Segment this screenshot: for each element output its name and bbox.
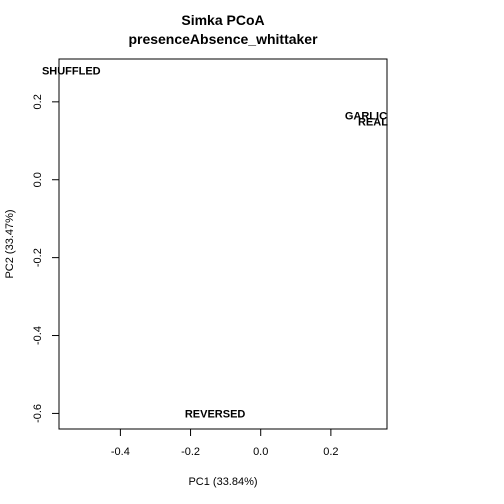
x-tick-label: 0.0 — [253, 446, 268, 458]
y-tick-label: -0.2 — [32, 248, 44, 267]
y-tick-label: -0.4 — [32, 326, 44, 345]
x-tick-label: 0.2 — [323, 446, 338, 458]
y-axis-label: PC2 (33.47%) — [4, 209, 16, 278]
x-tick-label: -0.2 — [181, 446, 200, 458]
point-label-garlic: GARLIC — [345, 110, 387, 122]
x-axis: -0.4 -0.2 0.0 0.2 — [111, 428, 339, 458]
y-axis: -0.6 -0.4 -0.2 0.0 0.2 — [32, 94, 60, 423]
x-tick-label: -0.4 — [111, 446, 130, 458]
plot-frame — [58, 58, 388, 430]
y-tick-label: 0.2 — [32, 94, 44, 109]
y-tick-label: -0.6 — [32, 404, 44, 423]
chart-subtitle: presenceAbsence_whittaker — [128, 31, 318, 47]
x-axis-label: PC1 (33.84%) — [188, 476, 257, 488]
y-tick-label: 0.0 — [32, 172, 44, 187]
point-label-reversed: REVERSED — [185, 408, 246, 420]
point-label-real: REAL — [358, 116, 388, 128]
point-label-shuffled: SHUFFLED — [42, 66, 101, 78]
chart-title: Simka PCoA — [181, 12, 264, 28]
